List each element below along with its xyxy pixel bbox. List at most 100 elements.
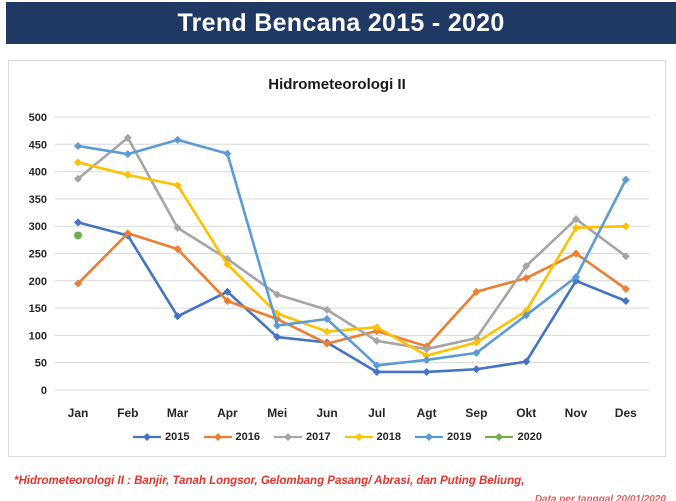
data-point-marker [74,158,82,167]
data-point-marker [173,135,182,144]
data-point-marker [422,367,431,376]
data-point-marker [572,249,580,258]
legend-label: 2020 [517,431,542,443]
x-axis-month-label: Des [615,406,637,420]
series-line-2015 [76,221,628,374]
data-point-marker [173,245,182,254]
header-banner: Trend Bencana 2015 - 2020 [6,2,676,44]
data-point-marker [472,287,481,296]
legend-marker-icon [203,433,232,441]
data-point-marker [372,367,381,376]
legend-item-2017: 2017 [273,431,331,443]
data-point-marker [74,231,82,240]
line-chart: 0 50 100 150 200 250 300 350 400 450 500 Jan Feb Mar A… [29,112,649,420]
data-point-marker [123,229,132,238]
data-point-marker [472,348,481,357]
y-axis-tick-label: 0 [41,385,47,397]
y-axis-tick-label: 350 [29,194,47,206]
legend-item-2018: 2018 [344,431,401,443]
data-point-marker [372,336,381,345]
x-axis-month-label: Mar [167,406,189,420]
legend-diamond [213,433,222,441]
data-point-marker [522,274,531,283]
data-point-marker [123,133,132,142]
legend-item-2015: 2015 [132,431,190,443]
legend-marker-icon [414,433,443,441]
series-line-2017 [76,136,628,351]
data-point-marker [472,338,481,347]
x-axis-month-label: Mei [267,406,287,420]
footnote: *Hidrometeorologi II : Banjir, Tanah Lon… [14,475,525,487]
page-title: Trend Bencana 2015 - 2020 [177,8,505,37]
legend-marker-icon [133,433,162,441]
data-point-marker [572,223,580,232]
y-axis-tick-label: 50 [35,358,47,370]
data-point-marker [323,315,331,324]
data-point-marker [223,149,232,158]
data-point-marker [273,333,282,342]
data-point-marker [621,252,630,261]
data-point-marker [422,345,431,354]
data-point-marker [372,361,381,370]
legend-diamond [424,433,433,441]
legend-diamond [354,433,363,441]
data-point-marker [522,262,531,271]
legend-label: 2018 [376,431,401,443]
data-point-marker [323,305,331,314]
data-point-marker [173,312,182,321]
data-point-marker [621,284,630,293]
y-axis-tick-label: 100 [29,330,47,342]
data-point-marker [372,323,381,332]
data-point-marker [173,181,182,190]
data-point-marker [621,175,630,184]
legend-diamond [284,433,293,441]
data-point-marker [422,351,431,360]
x-axis-month-label: Sep [465,406,487,420]
chart-series-2020 [74,231,82,240]
legend-marker-icon [485,433,514,441]
legend-item-2016: 2016 [203,431,260,443]
data-point-marker [621,222,630,231]
chart-card: Hidrometeorologi II 0 50 100 150 200 250 300 35… [8,60,666,457]
data-point-marker [74,141,82,150]
x-axis-month-label: Nov [565,406,588,420]
data-point-marker [123,150,132,159]
legend-label: 2019 [446,431,472,443]
legend-diamond [495,433,504,441]
y-axis-tick-label: 200 [29,276,47,288]
y-axis-tick-label: 150 [29,303,47,315]
y-axis-tick-label: 450 [29,139,47,151]
data-point-marker [223,297,232,306]
legend-item-2019: 2019 [414,431,471,443]
data-point-marker [223,254,232,263]
data-point-marker [123,170,132,179]
legend-label: 2016 [235,431,261,443]
legend-marker-icon [274,433,303,441]
data-point-marker [472,365,481,374]
legend-item-2020: 2020 [484,431,542,443]
data-point-marker [223,287,232,296]
data-point-marker [273,321,282,330]
y-axis-tick-label: 250 [29,249,47,261]
data-point-marker [74,279,82,288]
legend-diamond [143,433,152,441]
x-axis-month-label: Jul [368,406,385,420]
data-point-marker [572,215,580,224]
data-point-marker [323,339,331,348]
legend-label: 2017 [306,431,331,443]
data-point-marker [522,311,531,320]
x-axis-month-label: Jan [68,406,89,420]
data-point-marker [522,357,531,366]
data-point-marker [422,355,431,364]
chart-series-2018 [74,158,630,360]
data-point-marker [223,260,232,269]
series-line-2018 [76,161,628,357]
y-axis-tick-label: 300 [29,221,47,233]
x-axis-month-label: Apr [217,406,238,420]
x-axis-month-label: Agt [417,406,437,420]
data-point-marker [74,174,82,183]
series-line-2016 [76,231,628,348]
chart-title: Hidrometeorologi II [268,76,406,93]
data-point-marker [572,272,580,281]
